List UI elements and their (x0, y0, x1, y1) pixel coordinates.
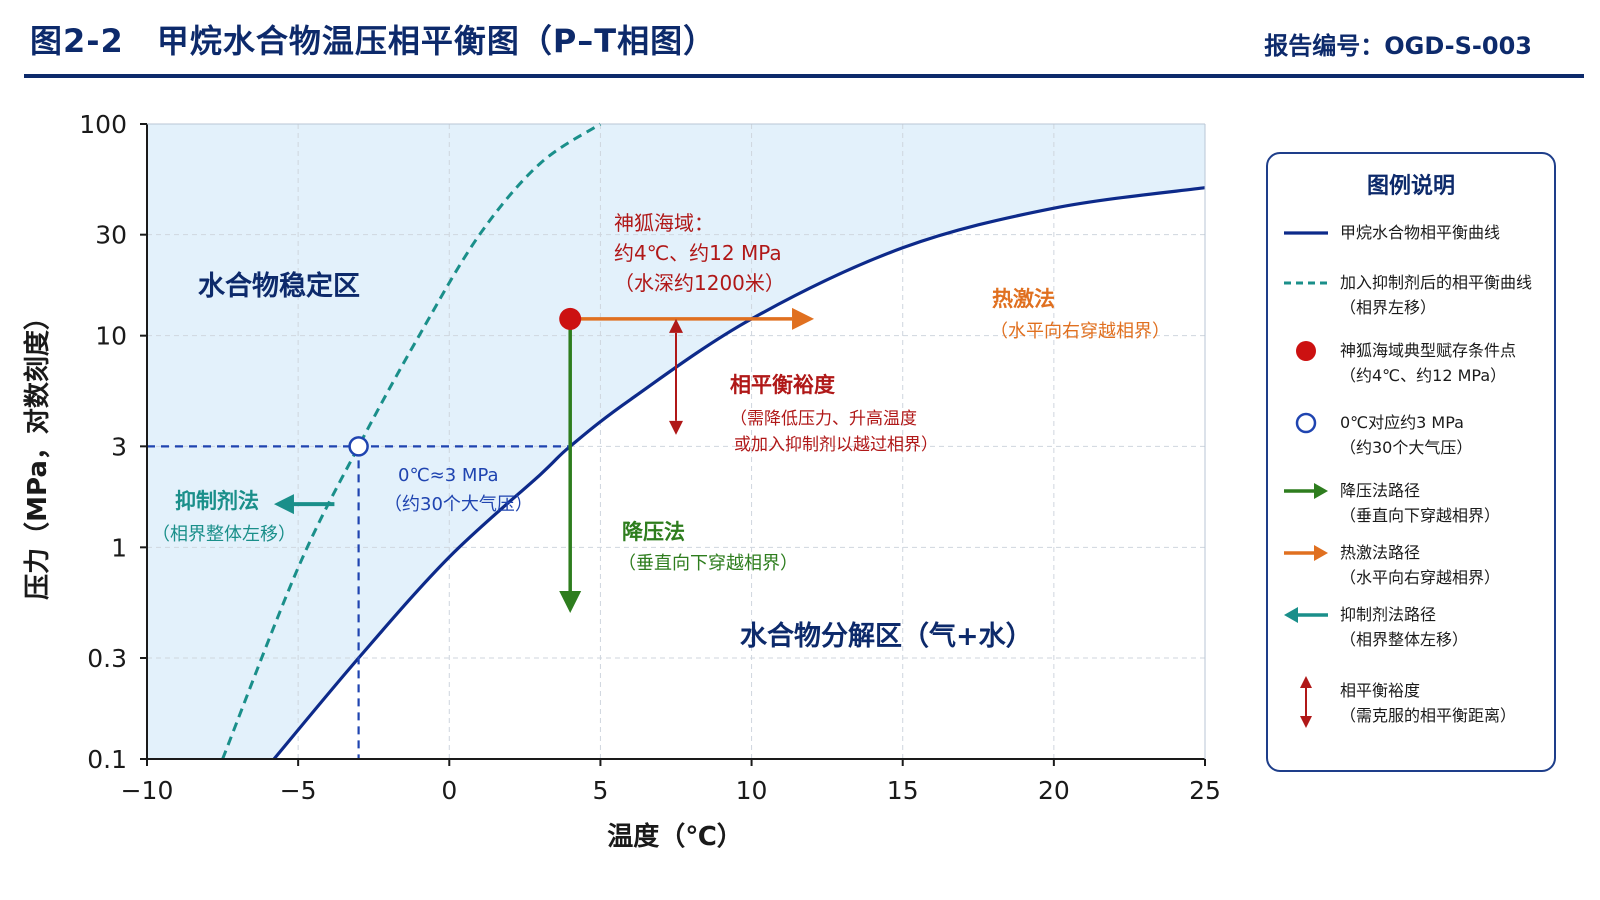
site-point (559, 307, 582, 330)
legend-panel: 图例说明 甲烷水合物相平衡曲线加入抑制剂后的相平衡曲线 （相界左移） 神狐海域典型赋… (1266, 152, 1556, 772)
legend-item-label: 神狐海域典型赋存条件点 (1340, 341, 1517, 360)
y-tick-label: 1 (111, 533, 127, 562)
x-tick-label: 25 (1189, 776, 1221, 805)
main-equilibrium-curve (272, 186, 1206, 761)
x-axis-label: 温度（℃） (607, 821, 743, 852)
depress-label-line1: 降压法 (622, 520, 685, 544)
x-tick-label: 0 (441, 776, 457, 805)
y-axis-label: 压力（MPa，对数刻度） (22, 304, 53, 600)
filled-red-dot-icon (1282, 340, 1334, 362)
figure-title: 图2-2 甲烷水合物温压相平衡图（P–T相图） (30, 22, 717, 60)
x-tick-label: 10 (736, 776, 768, 805)
legend-item-label: 降压法路径 (1340, 481, 1421, 500)
site-label-line3: （水深约1200米） (614, 271, 785, 295)
legend-item-label: 甲烷水合物相平衡曲线 (1340, 223, 1501, 242)
legend-item-label: 相平衡裕度 (1340, 681, 1421, 700)
legend-item-label: 0℃对应约3 MPa (1340, 413, 1464, 432)
legend-item-note: （需克服的相平衡距离） (1340, 706, 1517, 725)
margin-arrow-head-up (669, 318, 683, 333)
reference-point (348, 436, 369, 457)
inhibitor-arrow-head (273, 494, 294, 515)
thermal-arrow-head (792, 307, 815, 330)
stable-region-fill (147, 124, 1205, 759)
y-tick-label: 10 (95, 322, 127, 351)
ref-point-label-line2: （约30个大气压） (384, 494, 533, 515)
margin-label-line2: （需降低压力、升高温度 (730, 409, 917, 429)
legend-item-note: （相界整体左移） (1340, 630, 1469, 649)
legend-item-label: 热激法路径 (1340, 543, 1421, 562)
margin-label-line1: 相平衡裕度 (730, 373, 835, 397)
green-arrow-icon (1282, 480, 1334, 502)
legend-title: 图例说明 (1366, 174, 1455, 199)
depress-label-line2: （垂直向下穿越相界） (618, 553, 798, 574)
legend-item-note: （垂直向下穿越相界） (1340, 506, 1501, 525)
report-number: 报告编号：OGD-S-003 (1264, 32, 1532, 60)
legend-item-note: （约30个大气压） (1340, 438, 1473, 457)
legend-item-note: （水平向右穿越相界） (1340, 568, 1501, 587)
double-red-arrow-icon (1282, 676, 1334, 730)
y-tick-label: 3 (111, 432, 127, 461)
stable-region-label: 水合物稳定区 (198, 270, 360, 302)
inhibitor-label-line2: （相界整体左移） (152, 524, 296, 545)
site-label-line1: 神狐海域： (614, 211, 714, 235)
legend-item-note: （相界左移） (1340, 298, 1437, 317)
x-tick-label: −10 (121, 776, 174, 805)
site-label-line2: 约4℃、约12 MPa (614, 241, 782, 265)
x-tick-label: 20 (1038, 776, 1070, 805)
legend-item-label: 抑制剂法路径 (1340, 605, 1437, 624)
orange-arrow-icon (1282, 542, 1334, 564)
depressurization-arrow-head (559, 591, 582, 614)
hollow-circle-icon (1282, 412, 1334, 434)
ref-point-label-line1: 0℃≈3 MPa (398, 465, 499, 486)
thermal-label-line2: （水平向右穿越相界） (990, 321, 1170, 342)
solid-line-icon (1282, 222, 1334, 244)
margin-arrow-head-down (669, 420, 683, 435)
decomp-region-label: 水合物分解区（气+水） (740, 620, 1033, 652)
inhibitor-label-line1: 抑制剂法 (175, 489, 259, 513)
x-tick-label: −5 (280, 776, 317, 805)
thermal-label-line1: 热激法 (992, 287, 1055, 311)
teal-left-arrow-icon (1282, 604, 1334, 626)
inhibitor-equilibrium-curve (221, 122, 602, 760)
legend-item-label: 加入抑制剂后的相平衡曲线 (1340, 273, 1533, 292)
y-tick-label: 0.1 (87, 745, 127, 774)
margin-label-line3: 或加入抑制剂以越过相界） (734, 435, 938, 455)
y-tick-label: 30 (95, 221, 127, 250)
x-tick-label: 5 (592, 776, 608, 805)
legend-item-note: （约4℃、约12 MPa） (1340, 366, 1507, 385)
header-rule (24, 74, 1584, 78)
y-tick-label: 100 (79, 110, 127, 139)
dashed-line-icon (1282, 272, 1334, 294)
x-tick-label: 15 (887, 776, 919, 805)
y-tick-label: 0.3 (87, 644, 127, 673)
